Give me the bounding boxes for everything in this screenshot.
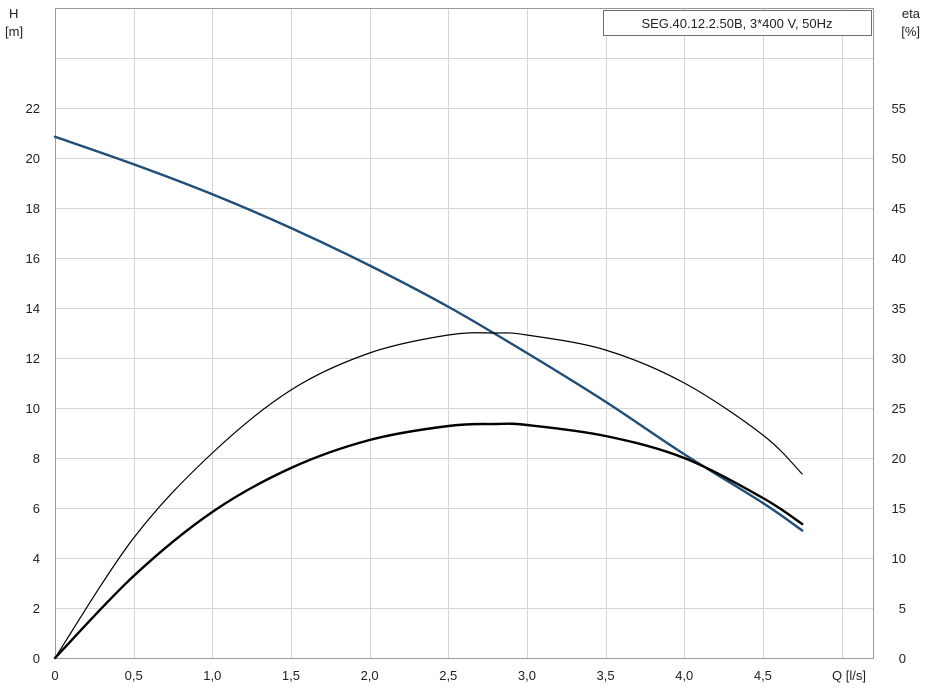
y-right-tick-label: 10: [892, 551, 906, 566]
y-right-tick-label: 25: [892, 401, 906, 416]
y-right-tick-label: 15: [892, 501, 906, 516]
y-left-tick-label: 6: [33, 501, 40, 516]
y-right-tick-label: 30: [892, 351, 906, 366]
series-line-3: [53, 422, 804, 660]
y-left-tick-label: 2: [33, 601, 40, 616]
x-tick-label: 2,5: [439, 668, 457, 683]
y-left-tick-label: 20: [26, 151, 40, 166]
y-right-tick-label: 55: [892, 101, 906, 116]
y-left-tick-label: 8: [33, 451, 40, 466]
y-left-tick-label: 12: [26, 351, 40, 366]
x-axis-label: Q [l/s]: [832, 668, 866, 683]
series-line-2: [54, 332, 803, 659]
x-tick-label: 3,0: [518, 668, 536, 683]
y-right-tick-label: 40: [892, 251, 906, 266]
y-left-tick-label: 0: [33, 651, 40, 666]
y-left-tick-label: 10: [26, 401, 40, 416]
x-tick-label: 2,0: [361, 668, 379, 683]
x-tick-label: 4,0: [675, 668, 693, 683]
x-tick-label: 1,0: [203, 668, 221, 683]
x-tick-label: 0,5: [125, 668, 143, 683]
y-left-tick-label: 18: [26, 201, 40, 216]
y-right-label-unit: [%]: [901, 24, 920, 39]
y-right-tick-label: 0: [899, 651, 906, 666]
plot-frame: [55, 8, 874, 659]
y-left-tick-label: 4: [33, 551, 40, 566]
y-right-tick-label: 20: [892, 451, 906, 466]
x-tick-label: 4,5: [754, 668, 772, 683]
series-line-1: [53, 135, 804, 532]
y-left-tick-label: 22: [26, 101, 40, 116]
chart-title: SEG.40.12.2.50B, 3*400 V, 50Hz: [641, 16, 832, 31]
y-right-tick-label: 35: [892, 301, 906, 316]
y-right-tick-label: 5: [899, 601, 906, 616]
labels: SEG.40.12.2.50B, 3*400 V, 50Hz H [m] eta…: [5, 6, 921, 683]
title-box: [603, 10, 872, 36]
grid: [55, 8, 873, 658]
y-left-label-unit: [m]: [5, 24, 23, 39]
x-tick-label: 1,5: [282, 668, 300, 683]
y-right-tick-label: 45: [892, 201, 906, 216]
x-tick-label: 0: [51, 668, 58, 683]
y-left-label-symbol: H: [9, 6, 18, 21]
y-right-tick-label: 50: [892, 151, 906, 166]
x-tick-label: 3,5: [597, 668, 615, 683]
y-right-label-symbol: eta: [902, 6, 921, 21]
curves: [53, 135, 804, 660]
y-left-tick-label: 16: [26, 251, 40, 266]
y-left-tick-label: 14: [26, 301, 40, 316]
